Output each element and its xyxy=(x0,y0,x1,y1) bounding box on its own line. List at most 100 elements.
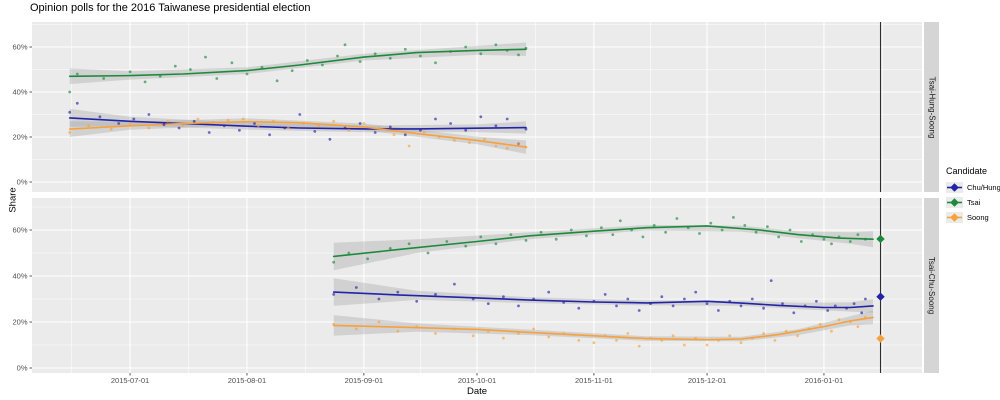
data-point xyxy=(419,54,422,58)
y-axis-title: Share xyxy=(7,187,19,213)
data-point xyxy=(626,297,630,301)
data-point xyxy=(211,121,215,124)
data-point xyxy=(705,302,709,305)
diamond-line-key-icon xyxy=(946,197,963,208)
data-point xyxy=(256,124,260,128)
data-point xyxy=(392,133,396,137)
data-point xyxy=(75,72,79,76)
data-point xyxy=(358,60,362,63)
y-tick-label: 0% xyxy=(17,178,28,187)
data-point xyxy=(238,128,241,132)
data-point xyxy=(864,316,867,319)
data-point xyxy=(777,235,781,239)
data-point xyxy=(68,131,72,134)
data-point xyxy=(283,126,287,130)
data-point xyxy=(479,115,483,119)
confidence-band-hung xyxy=(69,108,526,134)
data-point xyxy=(128,70,132,74)
data-point xyxy=(328,137,332,141)
data-point xyxy=(347,251,351,255)
facet-strip-tsai-hung-soong: Tsai-Hung-Soong xyxy=(924,22,939,192)
poll-points-tsai xyxy=(68,43,528,94)
data-point xyxy=(773,339,777,342)
data-point xyxy=(177,126,181,130)
confidence-band-chu xyxy=(333,278,873,313)
data-point xyxy=(68,110,72,114)
data-point xyxy=(766,225,769,229)
data-point xyxy=(603,293,607,296)
data-point xyxy=(830,242,833,246)
legend-item-tsai: Tsai xyxy=(946,195,1000,210)
y-tick-label: 20% xyxy=(12,318,27,327)
data-point xyxy=(260,65,264,69)
data-point xyxy=(517,142,520,146)
election-result-marker-tsai xyxy=(876,234,885,244)
data-point xyxy=(720,228,724,232)
poll-points-soong xyxy=(68,117,528,150)
data-point xyxy=(347,128,351,132)
data-point xyxy=(181,124,185,128)
data-point xyxy=(434,117,437,121)
data-point xyxy=(660,339,664,342)
data-point xyxy=(298,113,302,116)
data-point xyxy=(166,119,170,123)
data-point xyxy=(192,119,196,123)
data-point xyxy=(377,320,381,324)
data-point xyxy=(68,90,72,94)
data-point xyxy=(562,301,566,304)
data-point xyxy=(796,334,799,338)
facet-panel-1: 0% 20% 40% 60% xyxy=(12,198,922,373)
data-point xyxy=(569,228,573,232)
confidence-band-tsai xyxy=(333,224,873,271)
data-point xyxy=(743,224,747,227)
legend-item-soong: Soong xyxy=(946,210,1000,225)
data-point xyxy=(464,45,468,49)
y-tick-label: 20% xyxy=(12,133,27,142)
data-point xyxy=(147,126,151,130)
data-point xyxy=(562,332,566,335)
data-point xyxy=(343,43,347,47)
data-point xyxy=(709,221,713,225)
data-point xyxy=(750,336,754,340)
data-point xyxy=(377,297,381,301)
y-tick-label: 40% xyxy=(12,272,27,281)
y-tick-label: 0% xyxy=(17,364,28,373)
data-point xyxy=(732,216,735,219)
data-point xyxy=(683,297,686,301)
data-point xyxy=(818,322,822,326)
data-point xyxy=(833,304,837,308)
data-point xyxy=(781,302,784,305)
data-point xyxy=(437,135,441,139)
data-point xyxy=(505,146,509,150)
data-point xyxy=(468,141,471,145)
data-point xyxy=(811,233,814,237)
x-tick-label: 2016-01-01 xyxy=(805,376,843,385)
data-point xyxy=(204,55,207,59)
data-point xyxy=(671,334,675,338)
data-point xyxy=(717,339,720,342)
election-result-marker-soong xyxy=(876,334,885,343)
data-point xyxy=(158,74,162,78)
data-point xyxy=(302,122,305,125)
data-point xyxy=(415,299,419,303)
data-point xyxy=(494,124,498,128)
data-point xyxy=(577,306,581,310)
data-point xyxy=(637,344,641,348)
data-point xyxy=(230,61,234,65)
data-point xyxy=(652,224,656,227)
data-point xyxy=(611,233,615,237)
poll-points-tsai xyxy=(332,216,867,264)
data-point xyxy=(479,235,483,239)
election-result-marker-chu xyxy=(876,292,885,301)
data-point xyxy=(287,126,290,130)
x-axis-title: Date xyxy=(466,386,488,397)
data-point xyxy=(837,318,841,322)
x-tick-label: 2015-07-01 xyxy=(111,376,149,385)
legend-item-label: Tsai xyxy=(967,198,981,207)
data-point xyxy=(554,237,558,241)
facet-strip-label: Tsai-Chu-Soong xyxy=(927,256,936,315)
data-point xyxy=(453,139,456,142)
data-point xyxy=(803,304,807,308)
data-point xyxy=(848,240,852,243)
data-point xyxy=(75,101,79,105)
